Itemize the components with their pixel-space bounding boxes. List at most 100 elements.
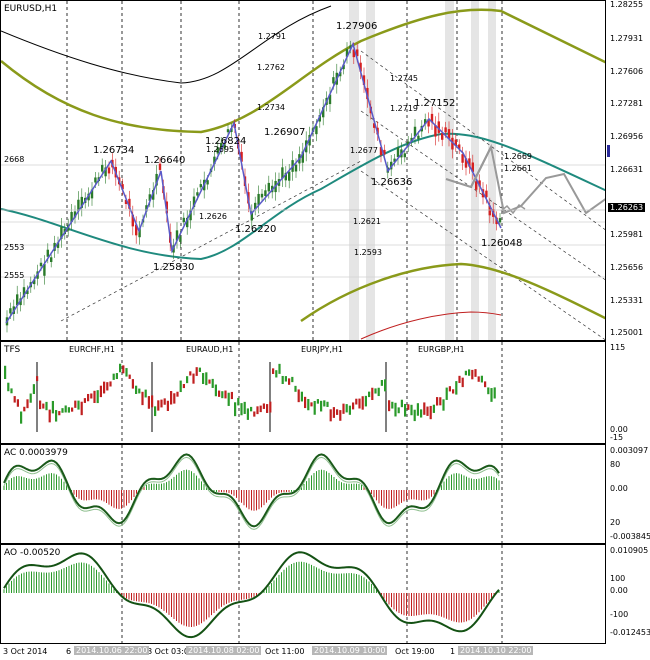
level-label: 1.2593 [354,248,382,257]
candle-body [107,167,111,174]
ac-tick: 0.003097 [610,446,649,455]
candle-body [464,158,468,168]
level-label: 1.2791 [258,32,286,41]
candle-body [362,75,366,86]
candle-body [315,126,318,135]
tfs-bar [13,396,16,403]
candle-body [407,141,410,147]
ao-pane[interactable]: AO -0.00520 [0,544,606,644]
tfs-bar [80,401,83,416]
tfs-bar [429,405,432,420]
band-lower [300,262,605,323]
tfs-bar [112,373,115,380]
candle-body [498,218,502,223]
candle-body [90,189,94,199]
tfs-bar [93,390,96,403]
tfs-bar [103,381,106,394]
tfs-bar [361,396,364,410]
price-candles [5,40,502,333]
tfs-bar [26,399,29,409]
tfs-bar [474,369,477,377]
price-chart-pane[interactable]: EURUSD,H1 1.26734 1.26640 1.25830 1.2682… [0,0,606,341]
candle-body [383,149,386,155]
tfs-bar [157,400,160,411]
tfs-bar [77,400,80,410]
tfs-bar [297,389,300,403]
candle-body [257,193,260,205]
tfs-bar [345,404,348,413]
pair-label: EURGBP,H1 [418,345,465,354]
candle-body [46,249,49,257]
tfs-bar [154,406,157,417]
swing-label: 1.26824 [205,136,247,147]
candle-body [373,123,376,128]
candle-body [488,205,491,216]
candle-body [155,173,158,186]
tfs-bar [272,368,275,374]
candle-body [478,180,481,187]
tfs-bar [230,391,233,400]
tfs-bar [439,397,442,406]
candle-body [356,49,359,56]
tfs-bar [455,381,458,395]
candle-body [267,182,270,192]
candle-body [424,119,427,125]
tfs-bar [448,386,451,392]
candle-body [254,202,257,210]
candle-body [359,62,362,72]
time-highlight: 2014.10.10 22:00 [458,646,534,655]
tfs-bar [119,363,122,373]
candle-body [349,45,352,49]
tfs-bar [468,369,471,376]
tfs-bar [423,402,426,415]
tfs-bar [202,373,205,384]
tfs-bar [61,408,64,413]
candle-body [94,177,97,183]
candle-body [213,156,216,165]
tfs-bar [413,409,416,422]
ac-pane[interactable]: AC 0.0003979 [0,444,606,544]
band-middle [1,132,605,261]
candle-body [206,180,209,185]
level-label: 1.2719 [390,104,418,113]
tfs-bar [115,373,118,380]
candle-body [390,161,393,170]
tfs-bar [16,399,19,407]
candle-body [260,193,264,198]
candle-body [87,193,90,201]
time-axis: 3 Oct 2014 6 8 Oct 03:00 Oct 11:00 Oct 1… [0,644,606,660]
candle-body [39,262,43,267]
candle-body [413,126,417,137]
candle-body [138,228,141,238]
candle-body [148,194,151,201]
candle-body [345,48,349,57]
candle-body [80,196,83,208]
candle-body [379,147,383,156]
tfs-title: TFS [4,345,21,355]
tfs-bar [58,411,61,416]
tfs-bar [99,385,102,398]
tfs-pane[interactable]: TFS EURCHF,H1 EURAUD,H1 EURJPY,H1 EURGBP… [0,341,606,444]
candle-body [77,199,80,212]
candle-body [101,164,104,172]
price-tick: 1.27281 [610,99,644,108]
candle-body [403,153,406,158]
tfs-bar [377,387,380,397]
session-band [445,1,454,340]
tfs-bar [471,369,474,380]
candle-body [50,257,53,262]
tfs-bar [170,391,173,405]
tfs-bar [323,400,326,407]
ao-svg [3,545,503,643]
ac-svg [3,445,503,543]
tfs-bar [83,398,86,403]
tfs-bar [192,373,195,384]
tfs-bar [138,388,141,394]
tfs-bar [420,409,423,418]
tfs-bar [352,402,355,410]
tfs-bar [10,388,13,394]
candle-body [223,144,226,149]
candle-body [396,147,400,158]
tfs-bar [166,400,169,411]
tfs-bar [275,370,278,378]
